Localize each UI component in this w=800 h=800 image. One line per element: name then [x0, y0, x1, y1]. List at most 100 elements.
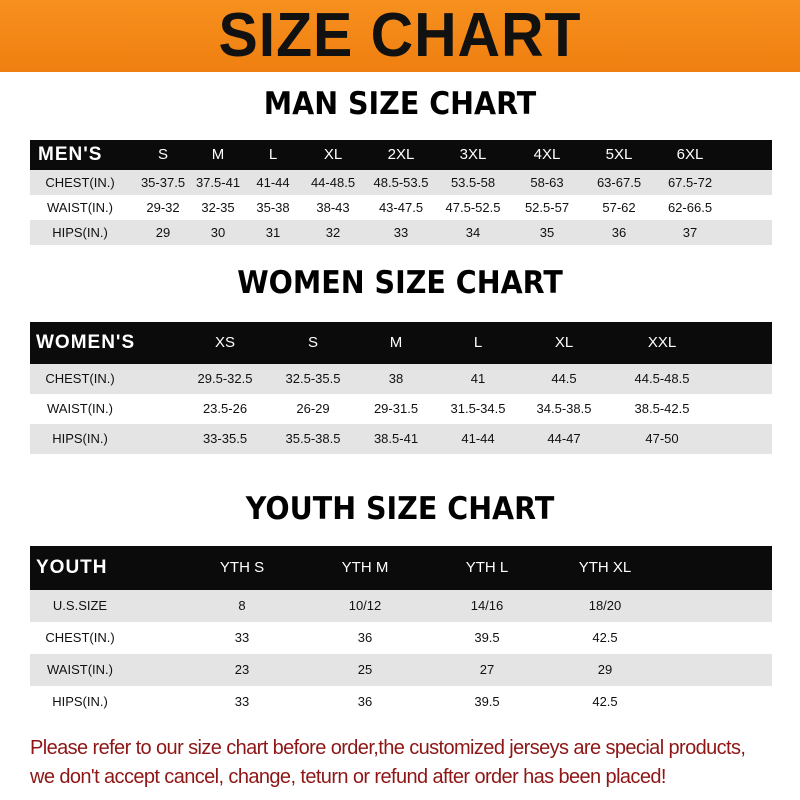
table-row: HIPS(IN.) 33 36 39.5 42.5 [30, 686, 772, 718]
size-column-header: 4XL [533, 146, 561, 163]
row-label: CHEST(IN.) [45, 371, 115, 386]
table-cell: 52.5-57 [524, 200, 570, 215]
table-cell: 29-32 [146, 200, 180, 215]
table-cell: 8 [238, 598, 246, 613]
page-title: SIZE CHART [218, 1, 582, 70]
table-row: CHEST(IN.) 33 36 39.5 42.5 [30, 622, 772, 654]
men-size-table: MEN'S S M L XL 2XL 3XL 4XL 5XL 6XL CHEST(IN.) 35-37… [30, 140, 772, 245]
size-column-header: L [268, 146, 278, 163]
table-cell: 34 [465, 225, 481, 240]
table-cell: 36 [611, 225, 627, 240]
table-cell: 53.5-58 [450, 175, 496, 190]
table-cell: 38 [388, 371, 404, 386]
table-header-row: WOMEN'S XS S M L XL XXL [30, 322, 772, 364]
table-cell: 35.5-38.5 [285, 431, 341, 446]
table-cell: 32.5-35.5 [285, 371, 341, 386]
size-column-header: 5XL [605, 146, 633, 163]
table-cell: 39.5 [474, 694, 500, 709]
row-label: WAIST(IN.) [47, 200, 113, 215]
row-label: WAIST(IN.) [47, 662, 113, 677]
table-cell: 31.5-34.5 [450, 401, 506, 416]
size-column-header: 2XL [387, 146, 415, 163]
table-cell: 31 [265, 225, 281, 240]
table-row: WAIST(IN.) 23.5-26 26-29 29-31.5 31.5-34.5 34… [30, 394, 772, 424]
table-header-row: YOUTH YTH S YTH M YTH L YTH XL [30, 546, 772, 590]
table-cell: 44.5 [551, 371, 577, 386]
size-column-header: XL [323, 146, 343, 163]
size-column-header: M [211, 146, 225, 163]
table-cell: 33 [393, 225, 409, 240]
table-cell: 44-47 [547, 431, 581, 446]
table-cell: 32 [325, 225, 341, 240]
size-column-header: YTH L [465, 559, 509, 576]
table-cell: 42.5 [592, 630, 618, 645]
table-cell: 33 [234, 630, 250, 645]
size-column-header: YTH S [219, 559, 265, 576]
table-row: WAIST(IN.) 29-32 32-35 35-38 38-43 43-47.5 47.… [30, 195, 772, 220]
women-size-table: WOMEN'S XS S M L XL XXL CHEST(IN.) 29.5-32.5 32.5… [30, 322, 772, 454]
table-cell: 38-43 [316, 200, 350, 215]
size-column-header: 6XL [676, 146, 704, 163]
table-cell: 63-67.5 [596, 175, 642, 190]
table-cell: 37.5-41 [195, 175, 241, 190]
table-cell: 38.5-42.5 [634, 401, 690, 416]
table-cell: 26-29 [296, 401, 330, 416]
size-column-header: XS [214, 334, 236, 351]
table-cell: 48.5-53.5 [373, 175, 429, 190]
row-label: WAIST(IN.) [47, 401, 113, 416]
table-cell: 23 [234, 662, 250, 677]
table-cell: 67.5-72 [667, 175, 713, 190]
youth-size-table: YOUTH YTH S YTH M YTH L YTH XL U.S.SIZE 8 10/12… [30, 546, 772, 718]
size-column-header: M [389, 334, 403, 351]
row-label: HIPS(IN.) [52, 431, 108, 446]
table-cell: 18/20 [588, 598, 622, 613]
table-cell: 10/12 [348, 598, 382, 613]
table-cell: 62-66.5 [667, 200, 713, 215]
table-cell: 34.5-38.5 [536, 401, 592, 416]
table-cell: 27 [479, 662, 495, 677]
table-row: CHEST(IN.) 35-37.5 37.5-41 41-44 44-48.5 48.5… [30, 170, 772, 195]
table-label-header: YOUTH [36, 557, 108, 578]
table-cell: 39.5 [474, 630, 500, 645]
table-header-row: MEN'S S M L XL 2XL 3XL 4XL 5XL 6XL [30, 140, 772, 170]
table-cell: 36 [357, 630, 373, 645]
men-section-title: MAN SIZE CHART [263, 86, 537, 122]
table-cell: 29 [155, 225, 171, 240]
row-label: U.S.SIZE [52, 598, 108, 613]
table-row: CHEST(IN.) 29.5-32.5 32.5-35.5 38 41 44.5 44.5… [30, 364, 772, 394]
notice-line-1: Please refer to our size chart before or… [30, 737, 746, 759]
row-label: CHEST(IN.) [45, 175, 115, 190]
table-cell: 43-47.5 [378, 200, 424, 215]
table-row: HIPS(IN.) 33-35.5 35.5-38.5 38.5-41 41-44 44-… [30, 424, 772, 454]
row-label: HIPS(IN.) [52, 694, 108, 709]
table-cell: 35-37.5 [140, 175, 186, 190]
table-cell: 38.5-41 [373, 431, 419, 446]
size-column-header: XL [554, 334, 574, 351]
table-cell: 41 [470, 371, 486, 386]
title-banner: SIZE CHART [0, 0, 800, 72]
table-cell: 57-62 [602, 200, 636, 215]
size-column-header: S [307, 334, 319, 351]
row-label: CHEST(IN.) [45, 630, 115, 645]
table-cell: 30 [210, 225, 226, 240]
table-cell: 29 [597, 662, 613, 677]
table-row: HIPS(IN.) 29 30 31 32 33 34 35 36 37 [30, 220, 772, 245]
order-notice: Please refer to our size chart before or… [30, 734, 790, 792]
table-cell: 23.5-26 [202, 401, 248, 416]
size-column-header: S [157, 146, 169, 163]
table-row: WAIST(IN.) 23 25 27 29 [30, 654, 772, 686]
size-column-header: XXL [647, 334, 677, 351]
table-cell: 44.5-48.5 [634, 371, 690, 386]
table-row: U.S.SIZE 8 10/12 14/16 18/20 [30, 590, 772, 622]
table-cell: 35 [539, 225, 555, 240]
table-cell: 14/16 [470, 598, 504, 613]
table-cell: 47.5-52.5 [445, 200, 501, 215]
size-column-header: L [473, 334, 483, 351]
size-column-header: YTH M [341, 559, 389, 576]
notice-line-2: we don't accept cancel, change, teturn o… [30, 766, 666, 788]
table-cell: 47-50 [645, 431, 679, 446]
table-cell: 32-35 [201, 200, 235, 215]
table-cell: 37 [682, 225, 698, 240]
table-cell: 58-63 [530, 175, 564, 190]
row-label: HIPS(IN.) [52, 225, 108, 240]
